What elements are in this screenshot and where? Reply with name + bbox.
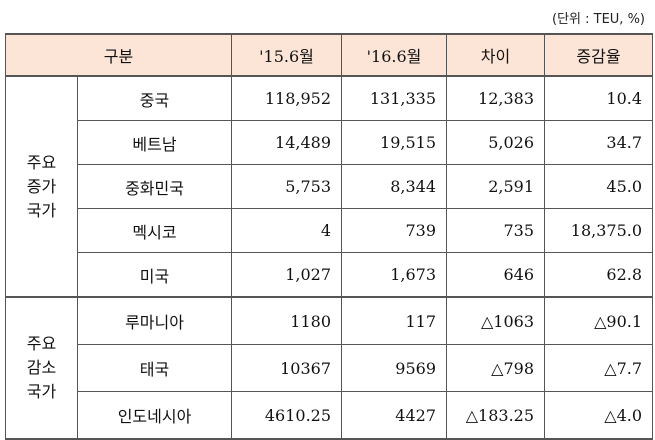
country-cell: 루마니아 [76,296,233,345]
group-label-decrease: 주요 감소 국가 [5,296,78,440]
difference-cell: 5,026 [446,120,546,165]
change-rate-cell: 10.4 [544,75,654,121]
country-cell: 태국 [76,344,233,392]
change-rate-cell: 45.0 [544,164,654,209]
value-2016-cell: 1,673 [341,252,448,298]
value-2015-cell: 118,952 [231,75,343,121]
change-rate-cell: 34.7 [544,120,654,165]
difference-cell: △183.25 [446,391,546,440]
header-change-rate: 증감율 [544,33,654,77]
value-2016-cell: 4427 [341,391,448,440]
table-row: 베트남 14,489 19,515 5,026 34.7 [6,120,654,165]
value-2016-cell: 131,335 [341,75,448,121]
value-2015-cell: 5,753 [231,164,343,209]
difference-cell: △1063 [446,296,546,345]
value-2016-cell: 739 [341,208,448,253]
country-cell: 베트남 [76,120,233,165]
group-label-line: 주요 [26,334,57,353]
country-cell: 중화민국 [76,164,233,209]
value-2016-cell: 117 [341,296,448,345]
change-rate-cell: △4.0 [544,391,654,440]
header-row: 구분 '15.6월 '16.6월 차이 증감율 [4,33,654,77]
change-rate-cell: 18,375.0 [544,208,654,253]
group-label-line: 주요 [26,152,57,172]
country-cell: 인도네시아 [76,391,233,440]
value-2016-cell: 8,344 [341,164,448,209]
table-row: 인도네시아 4610.25 4427 △183.25 △4.0 [6,391,654,440]
difference-cell: △798 [446,344,546,392]
table-row: 태국 10367 9569 △798 △7.7 [6,344,654,392]
header-2015-june: '15.6월 [231,33,343,77]
group-label-line: 증가 [26,176,57,196]
country-cell: 미국 [76,252,233,298]
header-2016-june: '16.6월 [341,33,448,77]
table-row: 멕시코 4 739 735 18,375.0 [6,208,654,253]
table-row: 미국 1,027 1,673 646 62.8 [6,252,654,298]
container-throughput-table: 구분 '15.6월 '16.6월 차이 증감율 주요 증가 국가 중국 118,… [4,33,654,440]
unit-note: (단위 : TEU, %) [552,12,645,27]
value-2015-cell: 14,489 [231,120,343,165]
table-row: 주요 증가 국가 중국 118,952 131,335 12,383 10.4 [5,75,654,298]
difference-cell: 2,591 [446,164,546,209]
group-label-line: 감소 [26,358,57,377]
country-cell: 멕시코 [76,208,233,253]
value-2016-cell: 19,515 [341,120,448,165]
change-rate-cell: 62.8 [544,252,654,298]
value-2015-cell: 1180 [231,296,343,345]
value-2015-cell: 4610.25 [231,391,343,440]
country-cell: 중국 [76,75,233,121]
value-2015-cell: 4 [231,208,343,253]
group-label-line: 국가 [26,200,57,220]
difference-cell: 12,383 [446,75,546,121]
difference-cell: 735 [446,208,546,253]
change-rate-cell: △90.1 [544,296,654,345]
value-2015-cell: 1,027 [231,252,343,298]
group-label-increase: 주요 증가 국가 [5,75,78,298]
difference-cell: 646 [446,252,546,298]
value-2015-cell: 10367 [231,344,343,392]
table-row: 주요 감소 국가 루마니아 1180 117 △1063 △90.1 [5,296,654,440]
header-difference: 차이 [446,33,546,77]
header-category: 구분 [4,33,233,77]
value-2016-cell: 9569 [341,344,448,392]
group-label-line: 국가 [26,382,57,401]
table-row: 중화민국 5,753 8,344 2,591 45.0 [6,164,654,209]
change-rate-cell: △7.7 [544,344,654,392]
